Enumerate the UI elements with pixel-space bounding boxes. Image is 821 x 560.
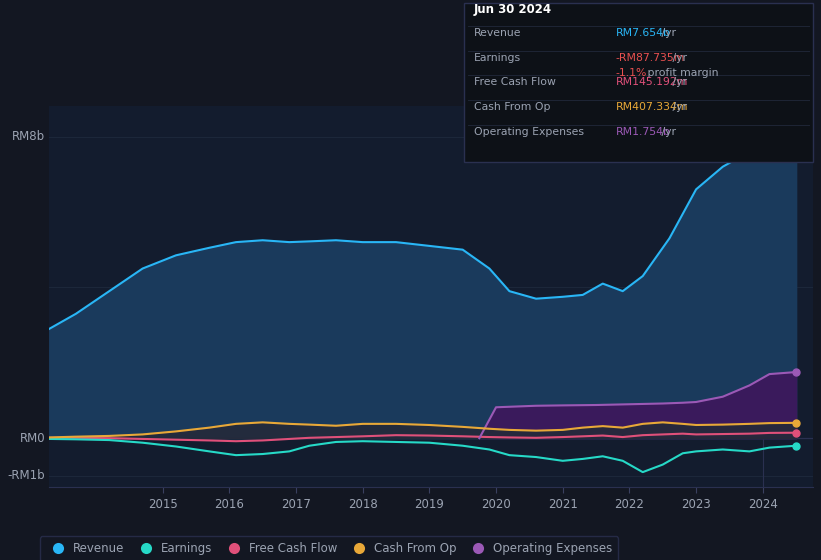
Text: /yr: /yr [669,102,687,112]
Text: Operating Expenses: Operating Expenses [474,127,584,137]
Text: -RM1b: -RM1b [8,469,45,482]
Text: Free Cash Flow: Free Cash Flow [474,77,556,87]
Text: /yr: /yr [658,127,677,137]
Text: RM407.334m: RM407.334m [616,102,688,112]
Text: RM7.654b: RM7.654b [616,28,671,38]
Text: Cash From Op: Cash From Op [474,102,550,112]
Text: Revenue: Revenue [474,28,521,38]
Text: profit margin: profit margin [644,68,719,78]
Text: RM1.754b: RM1.754b [616,127,671,137]
Text: -1.1%: -1.1% [616,68,647,78]
Text: /yr: /yr [669,77,687,87]
Text: RM145.192m: RM145.192m [616,77,688,87]
Text: Jun 30 2024: Jun 30 2024 [474,3,552,16]
Text: RM8b: RM8b [12,130,45,143]
Text: /yr: /yr [658,28,677,38]
Text: -RM87.735m: -RM87.735m [616,53,686,63]
Text: RM0: RM0 [20,432,45,445]
Text: /yr: /yr [669,53,687,63]
Text: Earnings: Earnings [474,53,521,63]
Legend: Revenue, Earnings, Free Cash Flow, Cash From Op, Operating Expenses: Revenue, Earnings, Free Cash Flow, Cash … [40,536,618,560]
